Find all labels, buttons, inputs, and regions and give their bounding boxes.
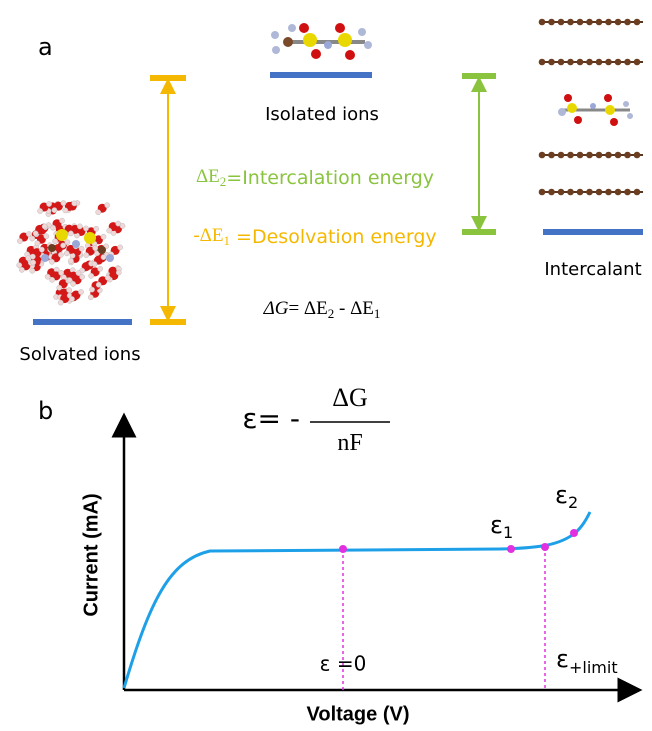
text-part: - ΔE [334,298,374,319]
panel-b: b ε= - ΔG nF Current (mA) Voltage (V) ε1… [38,383,630,725]
text-part: -ΔE [193,225,223,246]
molecule [271,23,372,60]
text-part: 1 [503,523,513,542]
panel-label: a [38,33,53,61]
text-part: ΔG [332,383,368,412]
energy-label: -ΔE1 =Desolvation energy [193,225,436,248]
text-part: ΔE [196,166,220,187]
text-part: =Desolvation energy [230,226,437,248]
text-part: ε [556,645,569,673]
equation: ΔG [332,383,368,412]
caption: Solvated ions [19,344,140,365]
text-part: ε [555,481,568,509]
point-label: ε2 [555,481,578,512]
energy-label: ΔE2=Intercalation energy [196,166,434,189]
text-part: ΔG [263,298,289,319]
panel-a: a Isolated ions ΔE2=Intercalation energy… [17,19,643,365]
point-label: ε1 [490,511,513,542]
caption: Isolated ions [265,104,379,125]
molecule [558,94,633,126]
text-part: 1 [374,306,381,321]
point-label: ε+limit [556,645,618,677]
text-part: +limit [569,658,618,677]
text-part: nF [337,430,362,456]
figure: a Isolated ions ΔE2=Intercalation energy… [0,0,652,727]
point-label: ε =0 [320,652,367,676]
text-part: ε [490,511,503,539]
text-part: = ΔE [288,298,327,319]
equation: nF [337,430,362,456]
solvated-cluster [17,200,125,305]
panel-label: b [38,397,53,425]
equation: ΔG= ΔE2 - ΔE1 [263,298,381,321]
equation: ε= - [242,402,300,435]
caption: Intercalant [544,259,641,280]
axis-title: Voltage (V) [307,703,410,725]
text-part: 2 [568,493,578,512]
axis-title: Current (mA) [80,493,102,616]
text-part: =Intercalation energy [226,167,434,189]
